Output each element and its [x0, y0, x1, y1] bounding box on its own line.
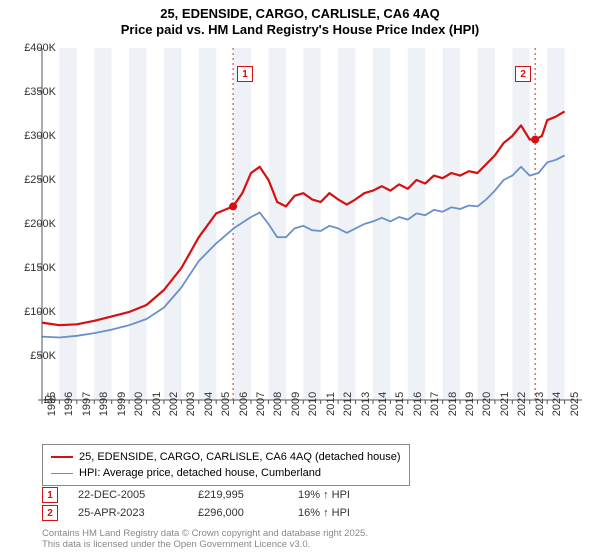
x-tick-label: 2006 — [238, 392, 250, 416]
x-tick-label: 2016 — [412, 392, 424, 416]
sale-price-1: £219,995 — [198, 489, 298, 501]
x-tick-label: 2003 — [185, 392, 197, 416]
x-tick-label: 2014 — [377, 392, 389, 416]
title-block: 25, EDENSIDE, CARGO, CARLISLE, CA6 4AQ P… — [0, 0, 600, 39]
y-tick-label: £150K — [6, 262, 56, 274]
x-tick-label: 2004 — [203, 392, 215, 416]
y-tick-label: £100K — [6, 306, 56, 318]
y-tick-label: £200K — [6, 218, 56, 230]
x-tick-label: 2024 — [551, 392, 563, 416]
y-tick-label: £250K — [6, 174, 56, 186]
sale-price-2: £296,000 — [198, 507, 298, 519]
x-tick-label: 2013 — [360, 392, 372, 416]
x-tick-label: 2025 — [569, 392, 581, 416]
footer-line-1: Contains HM Land Registry data © Crown c… — [42, 528, 368, 539]
sale-delta-1: 19% ↑ HPI — [298, 489, 398, 501]
y-tick-label: £400K — [6, 42, 56, 54]
x-tick-label: 2009 — [290, 392, 302, 416]
x-tick-label: 2000 — [133, 392, 145, 416]
legend-box: 25, EDENSIDE, CARGO, CARLISLE, CA6 4AQ (… — [42, 444, 410, 486]
chart-svg — [42, 48, 582, 400]
x-tick-label: 2021 — [499, 392, 511, 416]
legend-swatch-1 — [51, 456, 73, 458]
x-tick-label: 2022 — [516, 392, 528, 416]
x-tick-label: 2002 — [168, 392, 180, 416]
x-tick-label: 2011 — [325, 392, 337, 416]
y-tick-label: £300K — [6, 130, 56, 142]
sale-row-1: 1 22-DEC-2005 £219,995 19% ↑ HPI — [42, 486, 398, 504]
x-tick-label: 2010 — [307, 392, 319, 416]
x-tick-label: 2019 — [464, 392, 476, 416]
x-tick-label: 2018 — [447, 392, 459, 416]
sale-badge-2: 2 — [42, 505, 58, 521]
y-tick-label: £50K — [6, 350, 56, 362]
footer-line-2: This data is licensed under the Open Gov… — [42, 539, 368, 550]
x-tick-label: 2001 — [151, 392, 163, 416]
x-tick-label: 2005 — [220, 392, 232, 416]
x-tick-label: 1995 — [46, 392, 58, 416]
sale-rows: 1 22-DEC-2005 £219,995 19% ↑ HPI 2 25-AP… — [42, 486, 398, 522]
sale-badge-1: 1 — [42, 487, 58, 503]
y-tick-label: £350K — [6, 86, 56, 98]
sale-marker-badge: 2 — [515, 66, 531, 82]
sale-delta-2: 16% ↑ HPI — [298, 507, 398, 519]
legend-row-2: HPI: Average price, detached house, Cumb… — [51, 465, 401, 481]
x-tick-label: 1997 — [81, 392, 93, 416]
title-line-1: 25, EDENSIDE, CARGO, CARLISLE, CA6 4AQ — [0, 6, 600, 22]
x-tick-label: 2020 — [481, 392, 493, 416]
legend-label-1: 25, EDENSIDE, CARGO, CARLISLE, CA6 4AQ (… — [79, 451, 401, 463]
chart-container: 25, EDENSIDE, CARGO, CARLISLE, CA6 4AQ P… — [0, 0, 600, 560]
x-tick-label: 2015 — [394, 392, 406, 416]
sale-date-2: 25-APR-2023 — [78, 507, 198, 519]
footer-attribution: Contains HM Land Registry data © Crown c… — [42, 528, 368, 551]
title-line-2: Price paid vs. HM Land Registry's House … — [0, 22, 600, 38]
x-tick-label: 2023 — [534, 392, 546, 416]
x-tick-label: 2008 — [272, 392, 284, 416]
sale-row-2: 2 25-APR-2023 £296,000 16% ↑ HPI — [42, 504, 398, 522]
x-tick-label: 2012 — [342, 392, 354, 416]
x-tick-label: 1996 — [63, 392, 75, 416]
legend-swatch-2 — [51, 473, 73, 474]
x-tick-label: 1998 — [98, 392, 110, 416]
x-tick-label: 1999 — [116, 392, 128, 416]
legend-label-2: HPI: Average price, detached house, Cumb… — [79, 467, 321, 479]
x-tick-label: 2007 — [255, 392, 267, 416]
sale-date-1: 22-DEC-2005 — [78, 489, 198, 501]
chart-plot-area — [42, 48, 582, 400]
sale-marker-badge: 1 — [237, 66, 253, 82]
legend-row-1: 25, EDENSIDE, CARGO, CARLISLE, CA6 4AQ (… — [51, 449, 401, 465]
x-tick-label: 2017 — [429, 392, 441, 416]
